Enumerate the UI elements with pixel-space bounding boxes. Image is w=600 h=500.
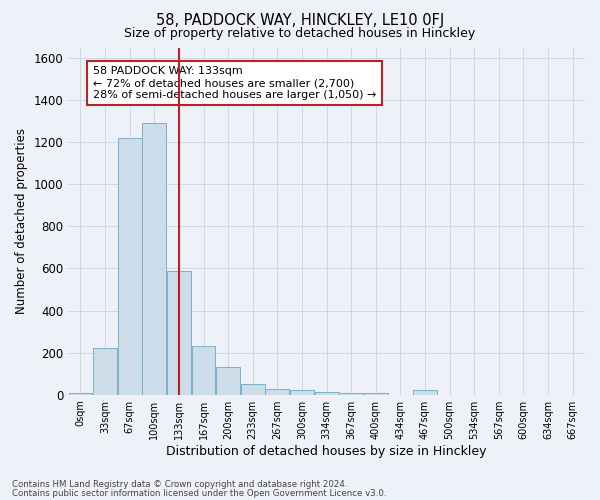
Bar <box>314 392 338 394</box>
Bar <box>364 392 388 394</box>
Bar <box>191 346 215 395</box>
X-axis label: Distribution of detached houses by size in Hinckley: Distribution of detached houses by size … <box>166 444 487 458</box>
Bar <box>68 392 92 394</box>
Bar <box>93 348 117 395</box>
Text: Contains public sector information licensed under the Open Government Licence v3: Contains public sector information licen… <box>12 490 386 498</box>
Text: 58 PADDOCK WAY: 133sqm
← 72% of detached houses are smaller (2,700)
28% of semi-: 58 PADDOCK WAY: 133sqm ← 72% of detached… <box>93 66 376 100</box>
Bar <box>216 368 240 394</box>
Bar <box>339 392 363 394</box>
Bar <box>290 390 314 394</box>
Bar <box>413 390 437 394</box>
Text: Contains HM Land Registry data © Crown copyright and database right 2024.: Contains HM Land Registry data © Crown c… <box>12 480 347 489</box>
Bar <box>265 390 289 394</box>
Y-axis label: Number of detached properties: Number of detached properties <box>15 128 28 314</box>
Bar <box>142 124 166 394</box>
Bar <box>118 138 142 394</box>
Text: 58, PADDOCK WAY, HINCKLEY, LE10 0FJ: 58, PADDOCK WAY, HINCKLEY, LE10 0FJ <box>156 12 444 28</box>
Text: Size of property relative to detached houses in Hinckley: Size of property relative to detached ho… <box>124 28 476 40</box>
Bar <box>241 384 265 394</box>
Bar <box>167 270 191 394</box>
